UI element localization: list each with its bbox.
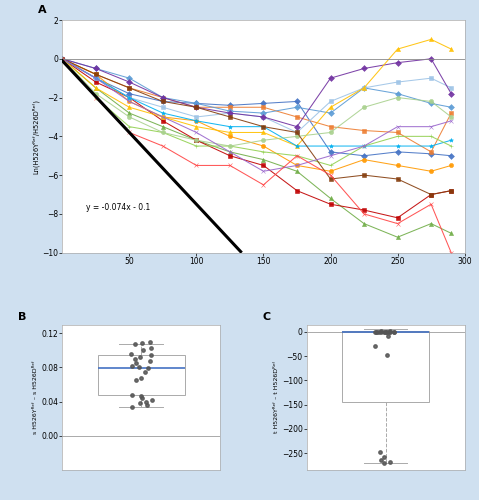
Point <box>376 328 383 336</box>
Point <box>147 344 155 351</box>
Point <box>142 398 150 406</box>
Point <box>128 362 136 370</box>
Point <box>148 396 156 404</box>
Point <box>377 328 385 336</box>
Point <box>371 342 379 350</box>
Point <box>144 401 151 409</box>
Text: A: A <box>38 6 47 16</box>
Point <box>135 364 142 372</box>
PathPatch shape <box>342 331 429 402</box>
Point <box>377 328 385 336</box>
Point <box>390 328 398 336</box>
Point <box>391 328 399 336</box>
Point <box>141 368 149 376</box>
Point <box>377 456 385 464</box>
Point <box>384 332 391 340</box>
Point <box>386 458 394 466</box>
Point <box>372 328 380 336</box>
Point <box>127 350 135 358</box>
Point <box>128 402 136 410</box>
Point <box>137 392 145 400</box>
Point <box>372 328 379 336</box>
Y-axis label: Ln(H526Yᴿᵉᶠ/H526Dᴿᵉᶠ): Ln(H526Yᴿᵉᶠ/H526Dᴿᵉᶠ) <box>32 99 39 174</box>
Point <box>386 327 393 335</box>
Point <box>147 358 154 366</box>
Point <box>138 340 146 347</box>
Point <box>132 376 140 384</box>
Point <box>147 338 154 345</box>
Point <box>133 359 140 367</box>
Point <box>381 458 388 466</box>
Point <box>383 351 391 359</box>
Point <box>387 328 394 336</box>
Point <box>383 328 391 336</box>
Point <box>128 390 136 398</box>
Y-axis label: s H526Yᴿᵉᶠ – s H526Dᴿᵉᶠ: s H526Yᴿᵉᶠ – s H526Dᴿᵉᶠ <box>34 360 38 434</box>
Text: B: B <box>18 312 26 322</box>
Point <box>131 355 138 363</box>
Point <box>376 448 384 456</box>
PathPatch shape <box>98 356 184 395</box>
Point <box>131 340 139 348</box>
Y-axis label: t H526Yᴿᵉᶠ – t H526Dᴿᵉᶠ: t H526Yᴿᵉᶠ – t H526Dᴿᵉᶠ <box>274 361 279 434</box>
Text: C: C <box>262 312 271 322</box>
Point <box>138 394 146 402</box>
Point <box>136 400 144 407</box>
Point <box>374 328 381 336</box>
Point <box>381 328 388 336</box>
Point <box>382 328 390 336</box>
Point <box>136 353 144 361</box>
Point <box>385 328 393 336</box>
Text: y = -0.074x - 0.1: y = -0.074x - 0.1 <box>86 203 151 212</box>
Point <box>144 364 152 372</box>
Point <box>137 374 145 382</box>
Point <box>380 453 388 461</box>
Point <box>139 346 147 354</box>
Point <box>147 352 155 360</box>
Point <box>381 328 388 336</box>
